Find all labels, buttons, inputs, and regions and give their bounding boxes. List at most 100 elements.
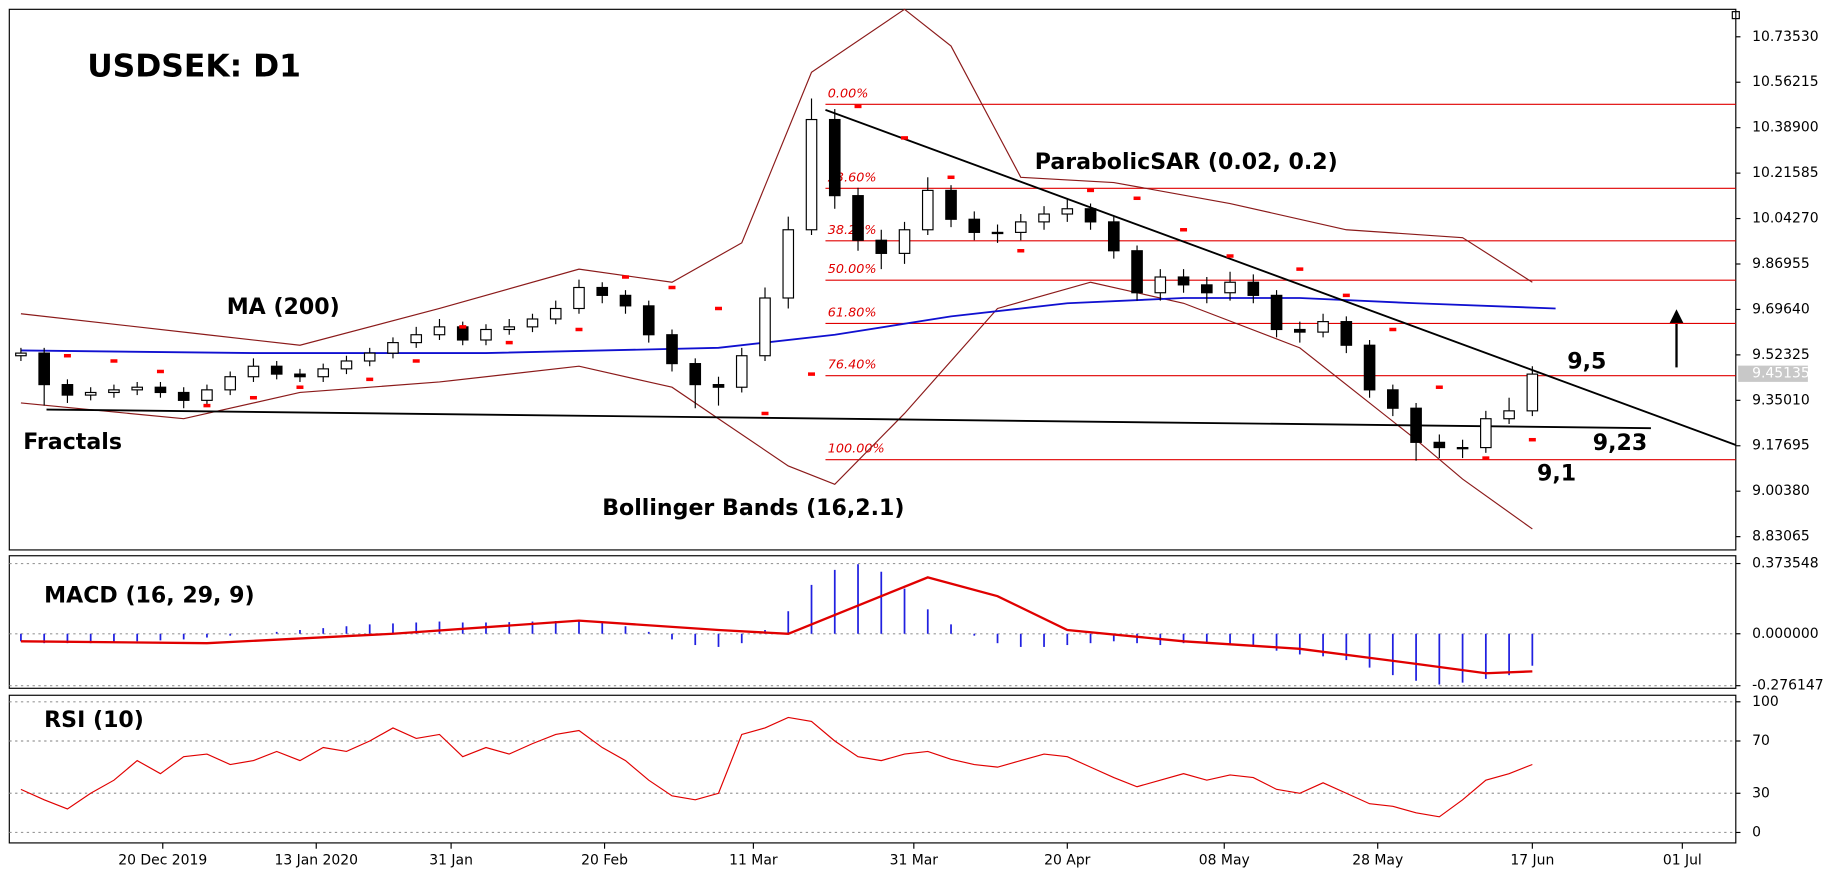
candle-body bbox=[317, 368, 330, 378]
x-tick-label: 20 Apr bbox=[1044, 852, 1091, 868]
candle-body bbox=[456, 326, 469, 341]
trend-line bbox=[825, 108, 1737, 446]
fractals-label: Fractals bbox=[23, 430, 122, 455]
candle-body bbox=[898, 229, 911, 254]
rsi-line bbox=[20, 716, 1533, 818]
y-tick-label: 8.83065 bbox=[1752, 529, 1810, 545]
level-label: 9,5 bbox=[1567, 350, 1606, 375]
x-tick-label: 08 May bbox=[1199, 852, 1250, 868]
candle-body bbox=[363, 352, 376, 362]
fib-label: 0.00% bbox=[828, 86, 869, 101]
candle-body bbox=[433, 326, 446, 336]
y-tick-label: 10.73530 bbox=[1752, 29, 1819, 45]
bollinger-label: Bollinger Bands (16,2.1) bbox=[602, 496, 904, 521]
y-tick-label: 9.00380 bbox=[1752, 483, 1810, 499]
y-tick-label: 10.56215 bbox=[1752, 74, 1819, 90]
candle-body bbox=[712, 384, 725, 388]
y-tick-label: 0.373548 bbox=[1752, 556, 1819, 572]
candle-body bbox=[1317, 321, 1329, 333]
candle-body bbox=[38, 352, 50, 386]
sar-dot bbox=[412, 359, 420, 363]
candle-body bbox=[1456, 447, 1469, 450]
candle-body bbox=[945, 189, 957, 220]
sar-dot bbox=[808, 372, 816, 376]
y-tick-label: 10.38900 bbox=[1752, 120, 1819, 136]
rsi-panel bbox=[8, 694, 1737, 844]
candle-body bbox=[689, 363, 702, 386]
candle-body bbox=[410, 334, 423, 344]
candle-body bbox=[1084, 208, 1097, 223]
ma-line bbox=[20, 297, 1556, 355]
sar-dot bbox=[761, 411, 769, 416]
candle-body bbox=[1038, 213, 1050, 223]
sar-dot bbox=[668, 285, 676, 290]
sar-dot bbox=[947, 175, 955, 180]
sar-label: ParabolicSAR (0.02, 0.2) bbox=[1035, 150, 1338, 175]
candle-body bbox=[247, 365, 260, 378]
candle-body bbox=[1270, 294, 1283, 331]
x-tick-label: 28 May bbox=[1352, 852, 1403, 868]
candle-body bbox=[991, 231, 1004, 235]
y-tick-label: 0 bbox=[1752, 824, 1761, 840]
y-tick-label: 9.69640 bbox=[1752, 301, 1810, 317]
candle-body bbox=[619, 294, 632, 307]
candle-body bbox=[1340, 321, 1353, 346]
sar-dot bbox=[622, 275, 629, 279]
window-icon[interactable] bbox=[1731, 11, 1740, 20]
fib-label: 76.40% bbox=[828, 358, 877, 373]
candle-body bbox=[759, 297, 771, 357]
sar-dot bbox=[110, 359, 118, 363]
sar-dot bbox=[459, 325, 467, 329]
x-tick-label: 17 Jun bbox=[1510, 852, 1554, 868]
candle-body bbox=[201, 389, 213, 401]
sar-dot bbox=[715, 306, 722, 311]
candle-body bbox=[1014, 221, 1027, 233]
last-price-box bbox=[1738, 365, 1808, 382]
candle-body bbox=[131, 386, 144, 391]
candle-body bbox=[1177, 276, 1190, 286]
candle-body bbox=[828, 118, 841, 197]
trend-line bbox=[46, 408, 1651, 430]
sar-dot bbox=[901, 136, 909, 140]
sar-dot bbox=[575, 327, 583, 332]
candle-body bbox=[1526, 373, 1539, 412]
sar-dot bbox=[1180, 228, 1188, 232]
y-tick-label: 70 bbox=[1752, 733, 1770, 749]
candle-body bbox=[875, 239, 888, 254]
sar-dot bbox=[1087, 188, 1095, 193]
bollinger-band bbox=[20, 281, 1533, 530]
candle-body bbox=[1294, 328, 1306, 333]
sar-dot bbox=[296, 385, 304, 389]
candle-body bbox=[1433, 441, 1446, 449]
macd-panel bbox=[8, 555, 1737, 689]
sar-dot bbox=[854, 104, 862, 109]
fib-label: 100.00% bbox=[828, 442, 885, 457]
x-tick-label: 20 Dec 2019 bbox=[118, 852, 207, 868]
sar-dot bbox=[1342, 293, 1350, 298]
x-tick-label: 31 Mar bbox=[890, 852, 939, 868]
y-tick-label: 0.000000 bbox=[1752, 626, 1819, 642]
level-label: 9,1 bbox=[1537, 461, 1576, 486]
up-arrow bbox=[1669, 309, 1684, 368]
sar-dot bbox=[505, 340, 513, 345]
candle-body bbox=[1154, 276, 1167, 294]
candle-body bbox=[1224, 281, 1236, 294]
candle-body bbox=[1107, 221, 1120, 252]
x-tick-label: 11 Mar bbox=[729, 852, 778, 868]
sar-dot bbox=[1133, 196, 1141, 201]
candle-body bbox=[1061, 208, 1074, 215]
macd-signal bbox=[20, 576, 1533, 675]
sar-dot bbox=[249, 395, 257, 400]
candle-body bbox=[340, 360, 353, 370]
x-tick-label: 01 Jul bbox=[1663, 852, 1702, 868]
candle-body bbox=[1131, 250, 1143, 294]
sar-dot bbox=[1389, 327, 1397, 332]
y-tick-label: 10.21585 bbox=[1752, 165, 1819, 181]
candle-body bbox=[1247, 281, 1260, 296]
candle-body bbox=[968, 218, 981, 233]
sar-dot bbox=[1435, 385, 1443, 389]
rsi-label: RSI (10) bbox=[44, 708, 144, 733]
candle-body bbox=[852, 195, 864, 241]
candle-body bbox=[642, 305, 655, 336]
candle-body bbox=[921, 189, 934, 231]
